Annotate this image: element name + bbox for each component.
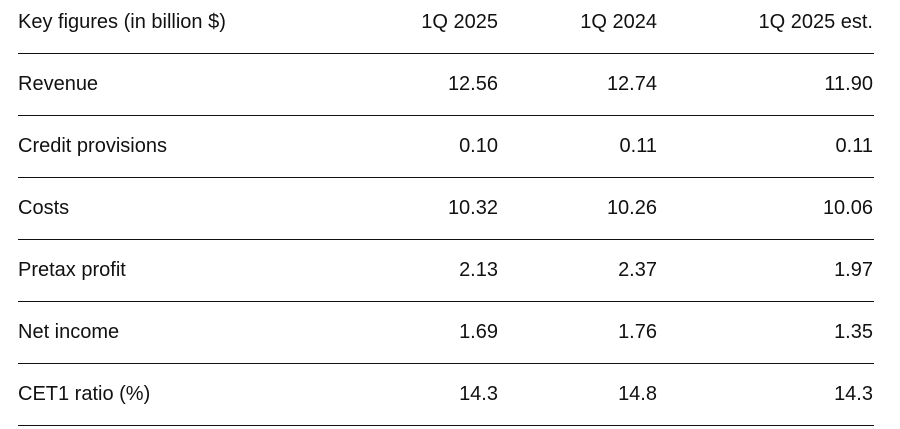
row-label: Credit provisions xyxy=(18,135,167,157)
row-value: 2.13 xyxy=(459,259,498,281)
header-value: 1Q 2025 xyxy=(421,11,498,33)
row-value: 11.90 xyxy=(824,73,873,95)
row-divider xyxy=(18,177,874,178)
row-value: 10.26 xyxy=(606,197,657,219)
row-value: 1.97 xyxy=(834,259,873,281)
row-value: 0.11 xyxy=(619,135,657,157)
row-label: Revenue xyxy=(18,73,99,95)
header-value: 1Q 2025 est. xyxy=(758,11,873,33)
row-label: Costs xyxy=(18,197,70,219)
row-value: 14.3 xyxy=(459,383,498,405)
row-label: Pretax profit xyxy=(18,259,126,281)
row-value: 0.11 xyxy=(835,135,873,157)
row-label: Net income xyxy=(18,321,120,343)
header-label: Key figures (in billion $) xyxy=(18,11,226,33)
row-value: 10.32 xyxy=(447,197,498,219)
row-value: 2.37 xyxy=(618,259,657,281)
header-value: 1Q 2024 xyxy=(580,11,657,33)
row-value: 14.8 xyxy=(618,383,657,405)
row-value: 1.35 xyxy=(834,321,873,343)
row-divider xyxy=(18,239,874,240)
row-divider xyxy=(18,115,874,116)
row-divider xyxy=(18,53,874,54)
row-value: 14.3 xyxy=(834,383,873,405)
row-label: CET1 ratio (%) xyxy=(18,383,151,405)
row-value: 12.74 xyxy=(606,73,657,95)
row-value: 1.76 xyxy=(618,321,657,343)
row-divider xyxy=(18,301,874,302)
row-divider xyxy=(18,425,874,426)
row-value: 0.10 xyxy=(459,135,498,157)
row-value: 10.06 xyxy=(822,197,873,219)
row-divider xyxy=(18,363,874,364)
row-value: 1.69 xyxy=(459,321,498,343)
row-value: 12.56 xyxy=(447,73,498,95)
